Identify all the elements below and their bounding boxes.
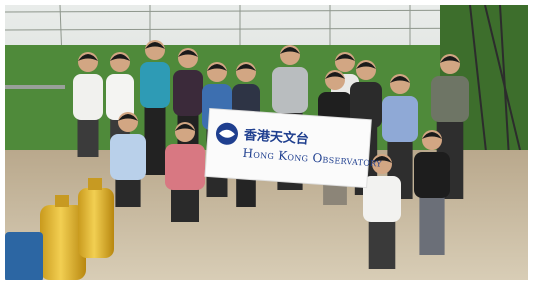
torso [165,144,205,190]
page: 香港天文台 Hong Kong Observatory (() => { con… [0,0,533,282]
torso [382,96,418,142]
torso [414,152,450,198]
legs [419,195,444,255]
rail [5,85,65,89]
torso [73,74,103,120]
legs [145,105,166,175]
torso [363,176,401,222]
blue-barrel [5,232,43,282]
torso [110,134,146,180]
photo-content: 香港天文台 Hong Kong Observatory [5,5,528,282]
torso [140,62,170,108]
photo: 香港天文台 Hong Kong Observatory [0,0,533,282]
torso [173,70,203,116]
torso [272,67,308,113]
torso [431,76,469,122]
banner [205,109,371,188]
legs [171,187,199,222]
legs [369,219,396,269]
legs [115,177,140,207]
legs [78,117,99,157]
banner-group: 香港天文台 Hong Kong Observatory [205,109,385,189]
